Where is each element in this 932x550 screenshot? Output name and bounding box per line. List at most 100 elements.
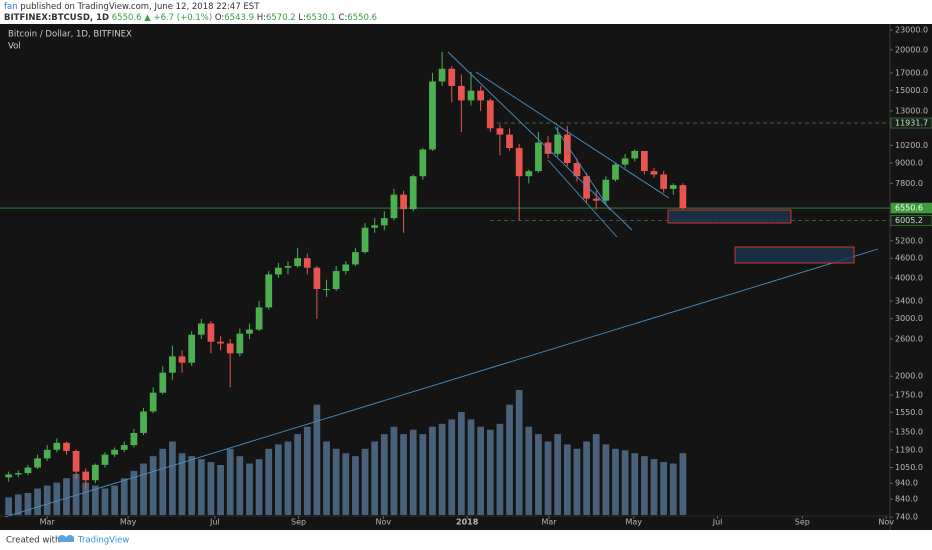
author[interactable]: fan bbox=[4, 2, 18, 12]
candle-body bbox=[535, 142, 542, 172]
trend-line bbox=[447, 51, 633, 231]
candle-body bbox=[583, 176, 590, 199]
candle-body bbox=[448, 68, 456, 86]
volume-bar bbox=[371, 441, 379, 515]
y-tick-label: 17000.0 bbox=[895, 68, 928, 77]
candle-body bbox=[679, 185, 687, 209]
chart-bg bbox=[0, 24, 932, 530]
footer-text: Created with bbox=[6, 536, 60, 546]
drawings bbox=[4, 51, 879, 518]
candle-body bbox=[554, 134, 562, 154]
ohlc-l-label: L: bbox=[298, 13, 306, 23]
candles bbox=[5, 51, 687, 490]
candle-body bbox=[236, 333, 244, 354]
volume-bar bbox=[5, 497, 13, 515]
candle-body bbox=[400, 194, 407, 210]
ohlc-h: 6570.2 bbox=[266, 13, 296, 23]
trend-line bbox=[554, 126, 611, 211]
header-line: fan published on TradingView.com, June 1… bbox=[4, 2, 260, 12]
volume-bar bbox=[120, 478, 128, 515]
candle-body bbox=[34, 458, 41, 468]
candle-body bbox=[669, 185, 677, 189]
candle-body bbox=[573, 163, 581, 177]
y-tick-label: 1350.0 bbox=[895, 427, 923, 436]
candle-body bbox=[477, 90, 485, 101]
candle-body bbox=[43, 449, 51, 459]
candle-body bbox=[631, 150, 639, 159]
symbol: BITFINEX:BTCUSD, 1D bbox=[4, 13, 109, 23]
volume-bar bbox=[265, 448, 273, 515]
candle-body bbox=[621, 158, 629, 165]
volume-bar bbox=[467, 419, 475, 515]
y-tick-label: 1050.0 bbox=[895, 463, 923, 472]
volume-bar bbox=[515, 390, 523, 515]
zone-box bbox=[734, 246, 855, 264]
zone-box bbox=[667, 209, 792, 224]
candle-body bbox=[371, 225, 379, 228]
x-tick-label: Sep bbox=[291, 518, 306, 527]
volume-bar bbox=[188, 456, 196, 515]
y-tick-label: 23000.0 bbox=[895, 26, 928, 35]
axes: 740.0 840.0 940.0 1050.0 1190.0 1350.0 1550.0 1… bbox=[40, 26, 932, 527]
volume-bar bbox=[631, 453, 639, 515]
candle-body bbox=[169, 356, 176, 373]
y-tick-label: 15000.0 bbox=[895, 86, 928, 95]
volume-bar bbox=[486, 429, 494, 515]
y-tick-label: 13000.0 bbox=[895, 106, 928, 115]
volume-bar bbox=[477, 426, 485, 515]
x-tick-label: Nov bbox=[878, 518, 894, 527]
candle-body bbox=[53, 442, 61, 450]
candle-body bbox=[467, 90, 475, 101]
y-tick-label: 1550.0 bbox=[895, 408, 923, 417]
candle-body bbox=[429, 81, 436, 150]
brand-logo bbox=[58, 535, 74, 542]
x-tick-label: Jul bbox=[712, 518, 723, 527]
volume-bar bbox=[400, 434, 407, 515]
candle-body bbox=[438, 68, 446, 82]
volume-bar bbox=[419, 434, 427, 515]
candle-body bbox=[496, 128, 504, 135]
x-tick-label: May bbox=[120, 518, 137, 527]
volume-bar bbox=[496, 423, 504, 515]
candle-body bbox=[641, 150, 648, 172]
candle-body bbox=[246, 329, 253, 334]
volume-bar bbox=[544, 441, 552, 515]
y-tick-label: 840.0 bbox=[895, 495, 918, 504]
volume-bar bbox=[294, 434, 302, 515]
x-tick-label: May bbox=[626, 518, 643, 527]
volume-label: Vol bbox=[8, 42, 21, 52]
header-bg bbox=[0, 0, 932, 24]
candle-body bbox=[274, 267, 282, 275]
candle-body bbox=[111, 449, 118, 455]
volume-bar bbox=[178, 453, 186, 515]
volume-bar bbox=[91, 485, 99, 515]
candle-body bbox=[294, 258, 302, 267]
volume-bar bbox=[612, 448, 619, 515]
volume-bar bbox=[650, 459, 658, 515]
trend-line bbox=[547, 159, 618, 238]
price-label-bg bbox=[890, 202, 932, 214]
x-tick-label: 2018 bbox=[456, 518, 479, 527]
volume-bar bbox=[246, 463, 253, 515]
y-tick-label: 1190.0 bbox=[895, 445, 923, 454]
candle-body bbox=[82, 471, 90, 481]
volume-bar bbox=[169, 441, 176, 515]
volume-bar bbox=[63, 478, 70, 515]
x-tick-label: Sep bbox=[795, 518, 810, 527]
volume-bar bbox=[390, 426, 398, 515]
chart-title: Bitcoin / Dollar, 1D, BITFINEX bbox=[8, 30, 132, 40]
candle-body bbox=[188, 334, 196, 363]
volume-bar bbox=[332, 448, 340, 515]
footer-brand[interactable]: TradingView bbox=[77, 536, 129, 546]
candle-body bbox=[332, 271, 340, 290]
volume-bar bbox=[342, 453, 350, 515]
logo-icon bbox=[58, 535, 74, 542]
volume-bar bbox=[323, 441, 330, 515]
price-label-bg bbox=[890, 215, 932, 226]
x-tick-label: Mar bbox=[40, 518, 56, 527]
y-tick-label: 7800.0 bbox=[895, 179, 923, 188]
volume-bar bbox=[53, 482, 61, 515]
candle-body bbox=[592, 198, 600, 201]
y-tick-label: 10200.0 bbox=[895, 141, 928, 150]
published: published on TradingView.com, June 12, 2… bbox=[20, 2, 260, 12]
